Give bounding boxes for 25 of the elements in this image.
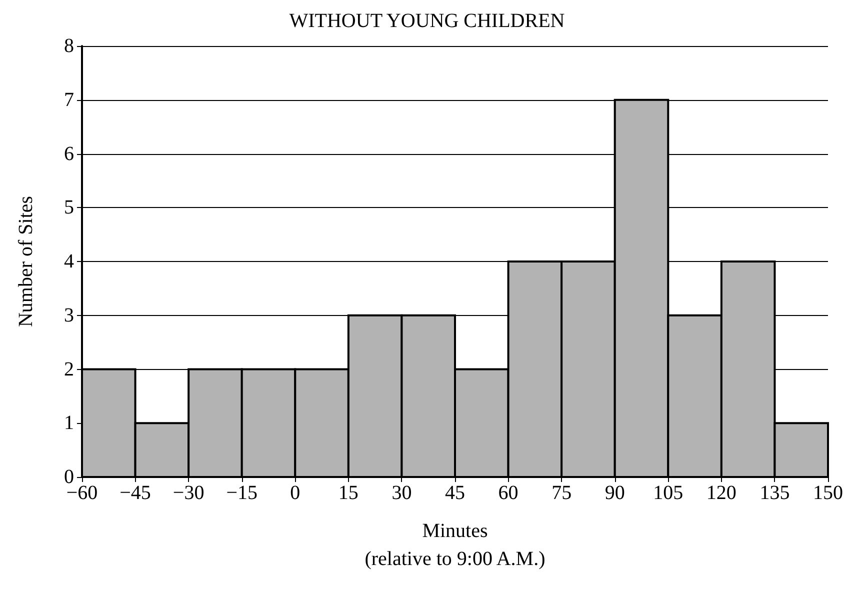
x-tick-label: −15	[226, 482, 258, 504]
x-tick-label: 15	[338, 482, 358, 504]
x-tick-label: 90	[604, 482, 625, 504]
x-tick-label: 0	[290, 482, 300, 504]
x-tick-label: 60	[498, 482, 518, 504]
y-tick-label: 8	[64, 35, 74, 57]
x-tick-label: 135	[760, 482, 790, 504]
y-tick-label: 2	[64, 358, 74, 380]
chart-title: WITHOUT YOUNG CHILDREN	[289, 10, 565, 32]
x-tick-label: −45	[120, 482, 151, 504]
x-tick-label: 150	[813, 482, 843, 504]
y-tick-label: 5	[64, 196, 74, 219]
y-tick-label: 6	[64, 142, 74, 165]
x-tick-label: 120	[706, 482, 736, 504]
y-axis-title: Number of Sites	[15, 196, 37, 328]
y-tick-label: 3	[64, 304, 74, 326]
x-tick-label: −30	[172, 482, 204, 504]
x-tick-label: 105	[653, 482, 684, 504]
x-axis-title: Minutes (relative to 9:00 A.M.)	[364, 520, 546, 570]
y-tick-label: 1	[64, 412, 74, 434]
x-tick-label: 75	[552, 482, 572, 504]
y-tick-label: 4	[64, 250, 74, 272]
x-tick-label: 45	[445, 482, 465, 504]
x-tick-label: 30	[392, 482, 412, 504]
y-tick-label: 7	[64, 88, 74, 111]
